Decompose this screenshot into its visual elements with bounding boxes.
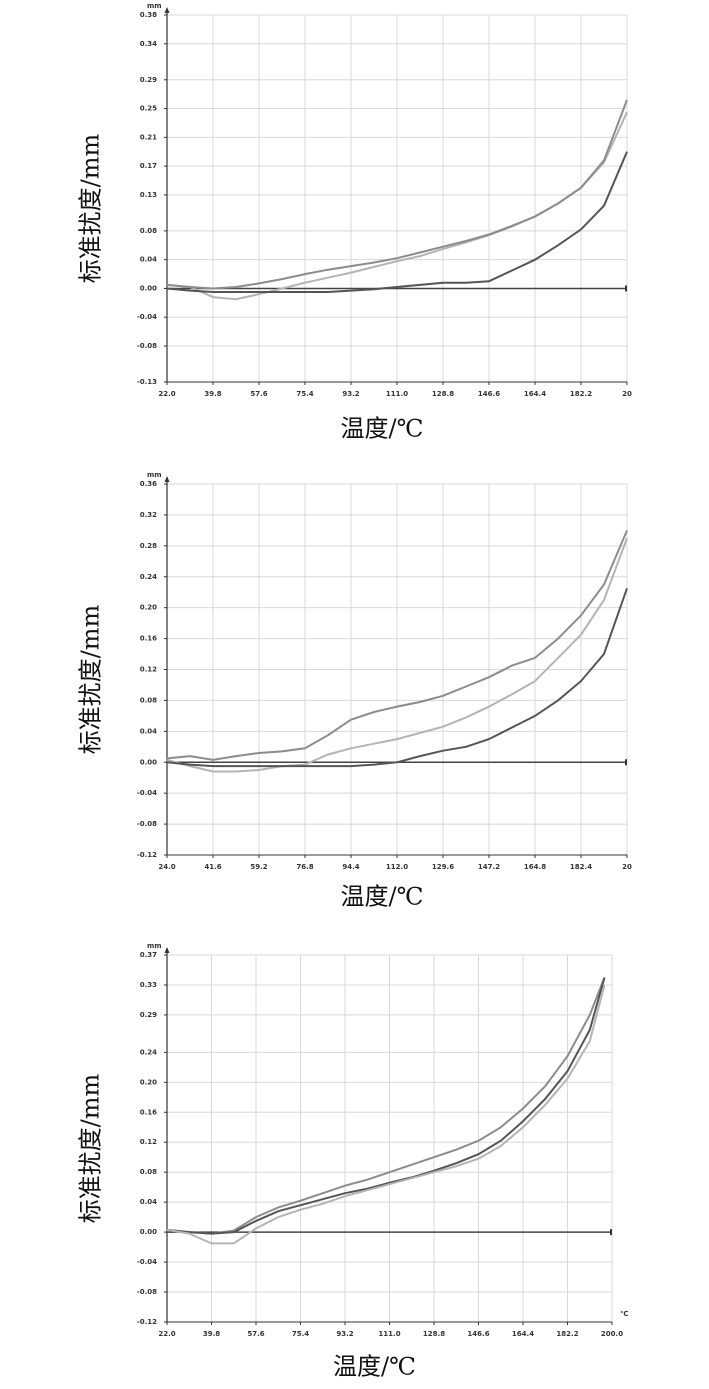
y-unit: mm xyxy=(147,471,162,479)
x-tick-label: 24.0 xyxy=(158,863,175,871)
y-tick-label: 0.24 xyxy=(140,1048,157,1056)
line-series xyxy=(166,537,628,773)
y-tick-label: 0.16 xyxy=(140,1108,157,1116)
x-tick-label: 111.0 xyxy=(386,390,408,398)
x-tick-label: 22.0 xyxy=(158,1330,175,1338)
x-tick-label: 75.4 xyxy=(292,1330,309,1338)
x-tick-label: 147.2 xyxy=(478,863,500,871)
y-tick-label: 0.08 xyxy=(140,1168,157,1176)
line-series xyxy=(166,977,606,1235)
y-tick-label: 0.04 xyxy=(140,1198,157,1206)
y-tick-label: -0.12 xyxy=(137,1318,157,1326)
y-tick-label: 0.21 xyxy=(140,133,157,141)
y-tick-label: 0.04 xyxy=(140,727,157,735)
y-tick-label: 0.24 xyxy=(140,573,157,581)
y-tick-label: 0.08 xyxy=(140,696,157,704)
y-tick-label: 0.36 xyxy=(140,480,157,488)
x-tick-label: 39.8 xyxy=(204,390,221,398)
y-tick-label: 0.25 xyxy=(140,105,157,113)
x-axis-title: 温度/℃ xyxy=(333,1353,416,1381)
y-axis-title: 标准扰度/mm xyxy=(77,1073,105,1223)
y-tick-label: 0.00 xyxy=(140,284,157,292)
y-unit: mm xyxy=(147,2,162,10)
y-tick-label: -0.08 xyxy=(137,1288,157,1296)
line-series xyxy=(166,530,628,761)
y-tick-label: -0.08 xyxy=(137,820,157,828)
x-tick-label: 20 xyxy=(622,390,632,398)
x-tick-label: 22.0 xyxy=(158,390,175,398)
x-tick-label: 57.6 xyxy=(250,390,267,398)
x-tick-label: 39.8 xyxy=(203,1330,220,1338)
y-tick-label: 0.37 xyxy=(140,951,157,959)
x-tick-label: 20 xyxy=(622,863,632,871)
y-tick-label: 0.16 xyxy=(140,635,157,643)
x-tick-label: 129.6 xyxy=(432,863,454,871)
y-tick-label: 0.20 xyxy=(140,1078,157,1086)
line-series xyxy=(166,977,606,1235)
y-tick-label: 0.12 xyxy=(140,1138,157,1146)
x-tick-label: 146.6 xyxy=(467,1330,489,1338)
y-tick-label: -0.12 xyxy=(137,851,157,859)
line-series xyxy=(166,984,606,1245)
x-tick-label: 164.4 xyxy=(524,390,546,398)
x-tick-label: 93.2 xyxy=(342,390,359,398)
x-tick-label: 59.2 xyxy=(250,863,267,871)
y-tick-label: -0.13 xyxy=(137,378,157,386)
y-tick-label: 0.29 xyxy=(140,1011,157,1019)
y-tick-label: -0.08 xyxy=(137,342,157,350)
x-tick-label: 182.2 xyxy=(556,1330,578,1338)
line-series xyxy=(166,151,628,293)
x-tick-label: 146.6 xyxy=(478,390,500,398)
x-tick-label: 94.4 xyxy=(342,863,359,871)
y-axis-title: 标准扰度/mm xyxy=(77,133,105,283)
x-tick-label: 75.4 xyxy=(296,390,313,398)
y-unit: mm xyxy=(147,942,162,950)
x-tick-label: 128.8 xyxy=(423,1330,445,1338)
y-tick-label: 0.29 xyxy=(140,76,157,84)
x-tick-label: 112.0 xyxy=(386,863,408,871)
y-tick-label: -0.04 xyxy=(137,1258,157,1266)
y-tick-label: 0.04 xyxy=(140,256,157,264)
x-tick-label: 111.0 xyxy=(378,1330,400,1338)
x-tick-label: 164.4 xyxy=(512,1330,534,1338)
y-tick-label: -0.04 xyxy=(137,313,157,321)
line-series xyxy=(166,99,628,290)
x-tick-label: 200.0 xyxy=(601,1330,623,1338)
x-unit: ℃ xyxy=(620,1310,628,1318)
x-tick-label: 41.6 xyxy=(204,863,221,871)
y-tick-label: 0.00 xyxy=(140,1228,157,1236)
y-tick-label: 0.12 xyxy=(140,666,157,674)
y-tick-label: 0.17 xyxy=(140,162,157,170)
y-tick-label: 0.38 xyxy=(140,11,157,19)
axis-arrow xyxy=(164,476,170,482)
y-tick-label: 0.08 xyxy=(140,227,157,235)
y-tick-label: 0.13 xyxy=(140,191,157,199)
axis-arrow xyxy=(164,7,170,13)
y-tick-label: -0.04 xyxy=(137,789,157,797)
y-tick-label: 0.00 xyxy=(140,758,157,766)
y-tick-label: 0.34 xyxy=(140,40,157,48)
y-tick-label: 0.28 xyxy=(140,542,157,550)
x-tick-label: 93.2 xyxy=(336,1330,353,1338)
line-series xyxy=(166,587,628,768)
y-tick-label: 0.32 xyxy=(140,511,157,519)
x-tick-label: 128.8 xyxy=(432,390,454,398)
y-tick-label: 0.33 xyxy=(140,981,157,989)
x-tick-label: 164.8 xyxy=(524,863,546,871)
x-tick-label: 76.8 xyxy=(296,863,313,871)
axis-arrow xyxy=(164,947,170,953)
x-tick-label: 182.4 xyxy=(570,863,592,871)
y-axis-title: 标准扰度/mm xyxy=(77,604,105,754)
x-tick-label: 57.6 xyxy=(247,1330,264,1338)
x-tick-label: 182.2 xyxy=(570,390,592,398)
y-tick-label: 0.20 xyxy=(140,604,157,612)
x-axis-title: 温度/℃ xyxy=(341,883,424,911)
x-axis-title: 温度/℃ xyxy=(341,415,424,443)
